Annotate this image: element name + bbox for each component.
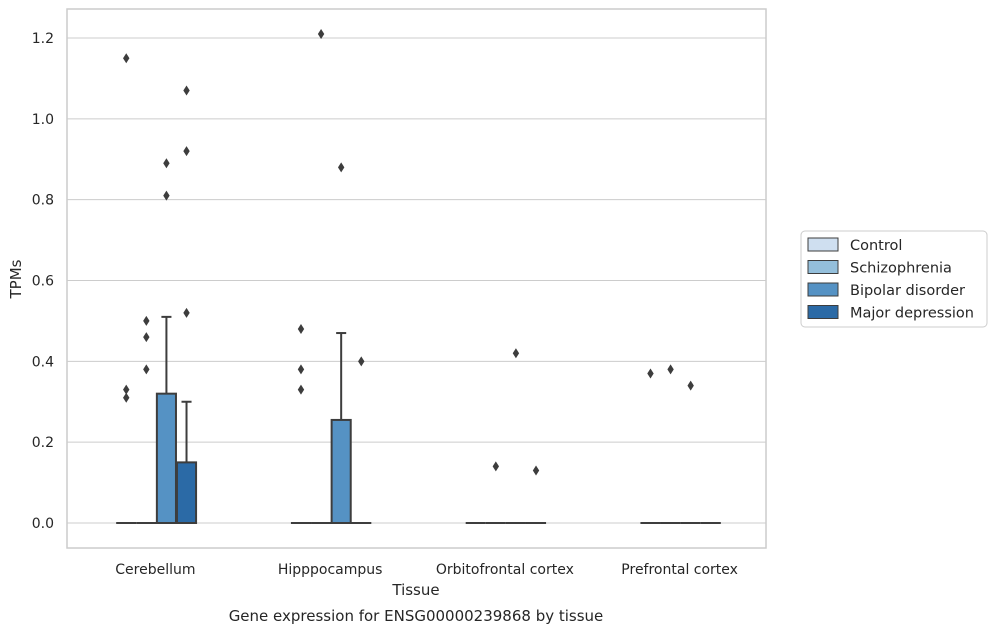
outlier-point bbox=[337, 162, 345, 173]
y-tick-label: 0.6 bbox=[32, 274, 54, 290]
outlier-points bbox=[123, 28, 694, 476]
legend-label: Major depression bbox=[850, 306, 974, 322]
y-gridlines bbox=[67, 37, 766, 524]
legend-label: Schizophrenia bbox=[850, 261, 952, 277]
x-tick-labels: Cerebellum Hipppocampus Orbitofrontal cort… bbox=[115, 562, 738, 578]
box-series bbox=[116, 315, 721, 524]
box bbox=[330, 418, 352, 524]
x-tick-label: Prefrontal cortex bbox=[621, 562, 738, 578]
y-tick-labels: 0.0 0.2 0.4 0.6 0.8 1.0 1.2 bbox=[32, 31, 54, 532]
outlier-point bbox=[297, 324, 305, 334]
outlier-point bbox=[512, 348, 520, 359]
legend-swatch bbox=[807, 260, 839, 274]
x-axis-label: Tissue bbox=[391, 581, 439, 599]
plot-area-frame bbox=[66, 8, 767, 549]
x-tick-label: Orbitofrontal cortex bbox=[436, 562, 574, 578]
outlier-point bbox=[143, 315, 150, 326]
outlier-point bbox=[123, 392, 130, 403]
y-tick-label: 0.8 bbox=[32, 193, 54, 209]
legend-frame bbox=[800, 230, 988, 328]
outlier-point bbox=[183, 85, 190, 96]
legend-label: Bipolar disorder bbox=[850, 283, 965, 299]
y-tick-label: 0.2 bbox=[32, 435, 54, 451]
y-tick-label: 1.2 bbox=[32, 31, 54, 47]
outlier-point bbox=[667, 364, 674, 375]
outlier-point bbox=[163, 158, 170, 169]
x-tick-label: Hipppocampus bbox=[278, 562, 383, 578]
outlier-point bbox=[143, 332, 150, 343]
outlier-point bbox=[647, 368, 654, 379]
legend-swatch bbox=[807, 237, 839, 252]
outlier-point bbox=[183, 307, 190, 318]
y-axis-label: TPMs bbox=[7, 259, 25, 299]
x-tick-label: Cerebellum bbox=[115, 562, 195, 578]
box bbox=[155, 392, 177, 524]
legend-swatch bbox=[807, 282, 839, 297]
outlier-point bbox=[532, 465, 540, 476]
y-tick-label: 0.0 bbox=[32, 516, 54, 532]
outlier-point bbox=[317, 28, 325, 39]
outlier-point bbox=[123, 384, 130, 395]
legend-swatch bbox=[807, 305, 839, 319]
y-tick-label: 1.0 bbox=[32, 112, 54, 128]
outlier-point bbox=[492, 461, 500, 472]
legend-label: Control bbox=[850, 238, 902, 254]
outlier-point bbox=[183, 146, 190, 157]
legend: Control Schizophrenia Bipolar disorder Majo… bbox=[800, 230, 988, 328]
outlier-point bbox=[358, 356, 365, 367]
box bbox=[175, 461, 198, 524]
outlier-point bbox=[687, 380, 694, 391]
outlier-point bbox=[297, 364, 305, 375]
figure-caption: Gene expression for ENSG00000239868 by t… bbox=[229, 607, 604, 625]
outlier-point bbox=[143, 364, 150, 375]
outlier-point bbox=[163, 190, 170, 201]
outlier-point bbox=[297, 384, 305, 395]
y-tick-label: 0.4 bbox=[32, 354, 54, 370]
outlier-point bbox=[123, 53, 130, 64]
